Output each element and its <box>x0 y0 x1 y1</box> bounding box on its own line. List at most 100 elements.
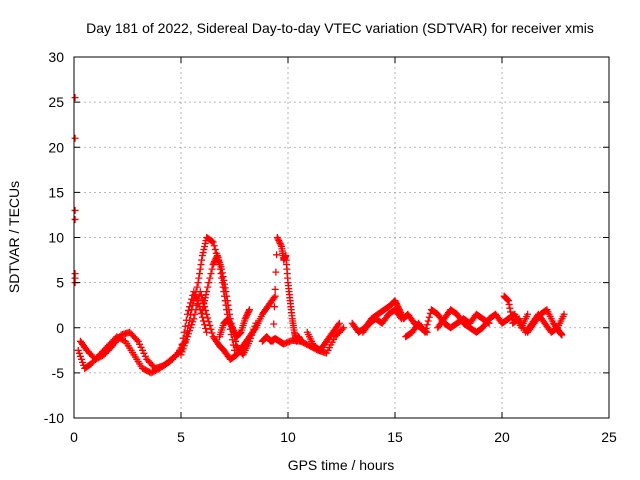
data-point <box>177 351 185 359</box>
data-point <box>188 295 196 303</box>
data-point <box>242 313 250 321</box>
data-point <box>274 235 282 243</box>
data-point <box>505 300 513 308</box>
data-point <box>180 328 188 336</box>
data-point <box>208 329 216 337</box>
data-point <box>228 324 236 332</box>
data-point <box>193 283 201 291</box>
data-point <box>186 303 194 311</box>
data-point <box>243 310 251 318</box>
data-point <box>222 288 230 296</box>
data-point <box>245 337 253 345</box>
data-point <box>210 259 218 267</box>
y-tick-label: 30 <box>48 49 64 65</box>
data-point <box>205 318 213 326</box>
data-point <box>137 343 145 351</box>
series-sat-h <box>303 319 343 354</box>
data-point <box>192 306 200 314</box>
data-point <box>136 340 144 348</box>
data-point <box>392 300 400 308</box>
data-point <box>197 291 205 299</box>
series-sat-l <box>434 306 532 336</box>
data-point <box>204 283 212 291</box>
data-point <box>206 274 214 282</box>
data-point <box>182 316 190 324</box>
data-point <box>247 334 255 342</box>
data-point <box>183 333 191 341</box>
chart-title: Day 181 of 2022, Sidereal Day-to-day VTE… <box>86 20 594 36</box>
data-point <box>227 321 235 329</box>
data-point <box>196 265 204 273</box>
data-point <box>189 318 197 326</box>
data-point <box>211 246 219 254</box>
data-point <box>241 315 249 323</box>
data-point <box>179 334 187 342</box>
data-point <box>224 315 232 323</box>
y-tick-label: -10 <box>44 410 64 426</box>
data-point <box>75 349 83 357</box>
data-point <box>270 303 278 311</box>
data-point <box>188 321 196 329</box>
data-point <box>252 319 260 327</box>
data-point <box>198 252 206 260</box>
data-point <box>507 312 515 320</box>
y-tick-label: 20 <box>48 139 64 155</box>
data-point <box>335 319 343 327</box>
data-point <box>245 307 253 315</box>
data-point <box>226 310 234 318</box>
data-point <box>340 324 348 332</box>
data-point <box>207 270 215 278</box>
data-point <box>203 328 211 336</box>
data-point <box>197 261 205 269</box>
data-point <box>270 294 278 302</box>
data-point <box>208 237 216 245</box>
data-point <box>423 321 431 329</box>
data-point <box>182 336 190 344</box>
data-point <box>334 321 342 329</box>
data-point <box>71 215 79 223</box>
data-point <box>235 330 243 338</box>
data-point <box>524 310 532 318</box>
data-point <box>197 309 205 317</box>
data-point <box>504 297 512 305</box>
data-point <box>338 325 346 333</box>
data-point <box>221 284 229 292</box>
data-point <box>79 358 87 366</box>
data-point <box>201 240 209 248</box>
data-point <box>183 310 191 318</box>
data-point <box>271 285 279 293</box>
data-point <box>507 308 515 316</box>
y-tick-label: 0 <box>56 320 64 336</box>
y-tick-label: 25 <box>48 94 64 110</box>
data-point <box>229 325 237 333</box>
data-point <box>71 94 79 102</box>
data-point <box>207 325 215 333</box>
data-point <box>424 317 432 325</box>
data-point <box>201 321 209 329</box>
data-point <box>250 325 258 333</box>
data-point <box>201 294 209 302</box>
data-point <box>71 206 79 214</box>
data-point <box>218 265 226 273</box>
series-sat-e <box>216 306 253 341</box>
data-point <box>134 337 142 345</box>
data-point <box>228 322 236 330</box>
data-point <box>221 280 229 288</box>
data-point <box>190 288 198 296</box>
data-point <box>249 328 257 336</box>
data-point <box>198 306 206 314</box>
data-point <box>198 313 206 321</box>
data-point <box>243 312 251 320</box>
data-point <box>191 310 199 318</box>
data-point <box>187 324 195 332</box>
data-point <box>196 270 204 278</box>
data-point <box>191 291 199 299</box>
series-sat-f <box>269 234 305 345</box>
data-point <box>180 342 188 350</box>
y-tick-label: 5 <box>56 275 64 291</box>
data-point <box>506 304 514 312</box>
series-sat-d <box>198 252 260 359</box>
data-point <box>209 238 217 246</box>
data-point <box>138 346 146 354</box>
